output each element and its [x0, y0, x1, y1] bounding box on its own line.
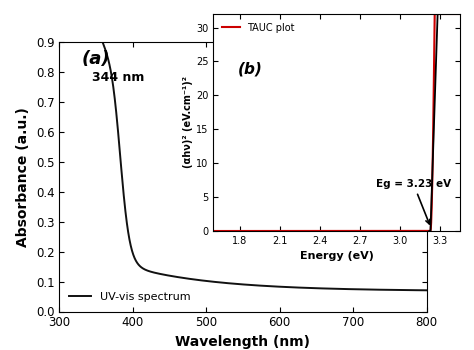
- Legend: TAUC plot: TAUC plot: [218, 19, 299, 37]
- Text: 344 nm: 344 nm: [92, 71, 145, 84]
- Legend: UV-vis spectrum: UV-vis spectrum: [65, 287, 195, 306]
- Text: (a): (a): [82, 50, 110, 68]
- Y-axis label: (αhν)² (eV.cm⁻¹)²: (αhν)² (eV.cm⁻¹)²: [183, 77, 193, 168]
- X-axis label: Wavelength (nm): Wavelength (nm): [175, 335, 310, 349]
- X-axis label: Energy (eV): Energy (eV): [300, 251, 374, 261]
- Text: (b): (b): [238, 62, 263, 77]
- Text: Eg = 3.23 eV: Eg = 3.23 eV: [376, 179, 451, 224]
- Y-axis label: Absorbance (a.u.): Absorbance (a.u.): [16, 107, 30, 247]
